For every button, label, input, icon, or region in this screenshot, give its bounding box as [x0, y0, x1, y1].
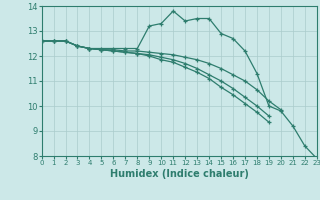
X-axis label: Humidex (Indice chaleur): Humidex (Indice chaleur)	[110, 169, 249, 179]
